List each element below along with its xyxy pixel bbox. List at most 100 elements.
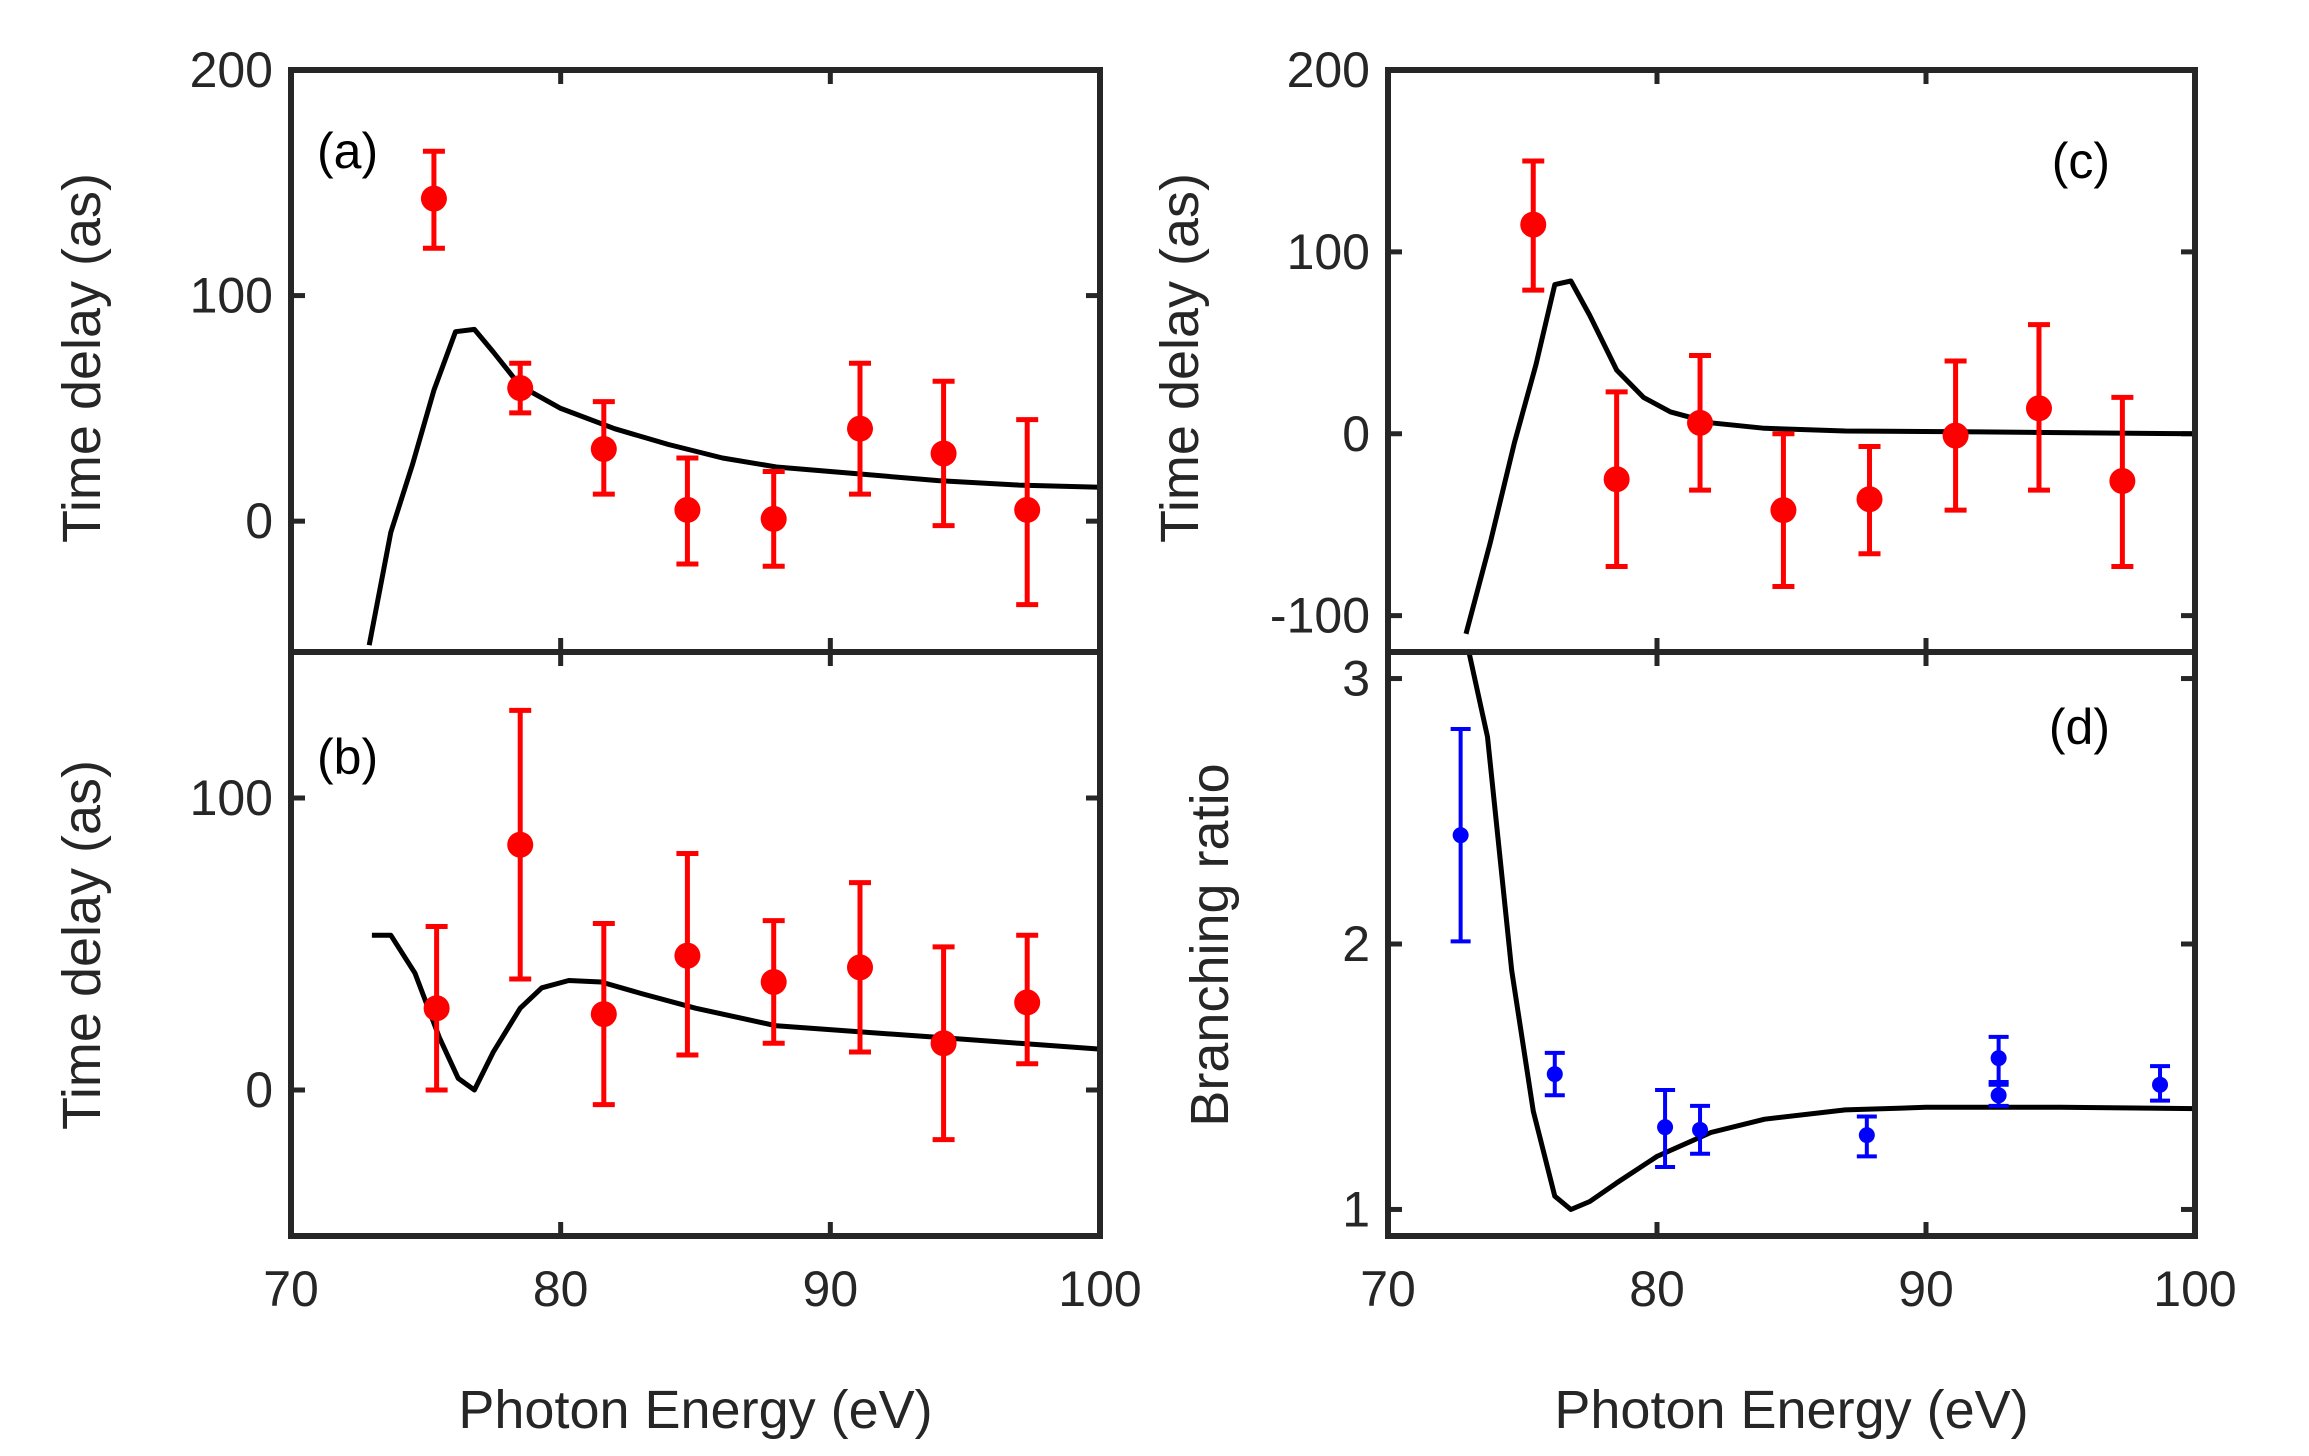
- data-point-group: [1988, 1082, 2009, 1108]
- y-tick-label: 0: [245, 493, 273, 549]
- data-point-group: [1988, 1034, 2009, 1085]
- data-point-group: [1450, 726, 1471, 944]
- data-point: [760, 968, 787, 995]
- data-point-group: [507, 707, 534, 982]
- data-point: [1520, 211, 1547, 238]
- data-point-group: [846, 360, 873, 497]
- axes-frame: [1385, 649, 2198, 1239]
- data-point-group: [590, 921, 617, 1108]
- panel-label: (d): [2049, 699, 2110, 755]
- data-point: [1687, 409, 1714, 436]
- theory-curve: [366, 326, 1100, 646]
- data-point-group: [1544, 1050, 1565, 1098]
- data-point: [760, 505, 787, 532]
- y-tick-label: 200: [1287, 42, 1370, 98]
- data-point: [423, 995, 450, 1022]
- y-tick-label: 0: [1342, 406, 1370, 462]
- y-tick-label: -100: [1270, 588, 1370, 644]
- y-tick-label: 200: [190, 42, 273, 98]
- data-point-group: [930, 944, 957, 1143]
- theory-curve: [1463, 278, 2195, 635]
- data-point: [674, 942, 701, 969]
- theory-curve: [371, 932, 1100, 1093]
- data-point-group: [1687, 353, 1714, 493]
- x-axis-label: Photon Energy (eV): [1554, 1380, 2028, 1440]
- panel-b: 70 80 90 100 0 100 (b) Time delay (as) Photon En…: [52, 649, 1142, 1440]
- y-tick-label: 2: [1342, 916, 1370, 972]
- data-point: [1014, 496, 1041, 523]
- data-point-group: [760, 469, 787, 569]
- data-point: [1856, 486, 1883, 513]
- panel-label: (c): [2052, 133, 2110, 189]
- data-point: [846, 415, 873, 442]
- data-point-group: [846, 880, 873, 1055]
- data-point-group: [1014, 932, 1041, 1067]
- data-point: [590, 1001, 617, 1028]
- data-point: [2025, 395, 2052, 422]
- data-point-group: [2150, 1064, 2171, 1103]
- y-tick-label: 0: [245, 1062, 273, 1118]
- data-point-group: [1942, 358, 1969, 513]
- data-point-group: [420, 148, 447, 251]
- data-point: [1603, 466, 1630, 493]
- y-tick-label: 100: [190, 268, 273, 324]
- data-point-group: [760, 918, 787, 1046]
- data-point-group: [1520, 158, 1547, 293]
- data-point-group: [1655, 1088, 1676, 1169]
- data-point: [590, 435, 617, 462]
- data-point-group: [930, 378, 957, 529]
- x-tick-label: 100: [1058, 1261, 1141, 1317]
- panel-label: (b): [317, 729, 378, 785]
- data-point: [1770, 497, 1797, 524]
- y-tick-label: 100: [1287, 224, 1370, 280]
- data-point: [420, 185, 447, 212]
- data-point-group: [2109, 394, 2136, 570]
- data-point: [674, 496, 701, 523]
- data-point: [846, 954, 873, 981]
- data-point-group: [674, 850, 701, 1058]
- data-point: [1657, 1119, 1674, 1136]
- data-point-group: [1690, 1103, 1711, 1156]
- data-point: [2109, 468, 2136, 495]
- data-point-group: [1603, 389, 1630, 570]
- x-axis-label: Photon Energy (eV): [458, 1380, 932, 1440]
- data-point: [1692, 1121, 1709, 1138]
- panel-d: 70 80 90 100 1 2 3 (d) Branching ratio Photon Ene…: [1180, 649, 2237, 1440]
- x-tick-label: 90: [803, 1261, 859, 1317]
- data-point: [1942, 422, 1969, 449]
- x-tick-label: 70: [1360, 1261, 1416, 1317]
- data-point-group: [674, 455, 701, 567]
- data-point: [1452, 827, 1469, 844]
- data-point: [930, 1030, 957, 1057]
- data-point: [1014, 989, 1041, 1016]
- panel-label: (a): [317, 123, 378, 179]
- axes-frame: [288, 649, 1103, 1239]
- data-point: [507, 831, 534, 858]
- data-point-group: [1014, 417, 1041, 608]
- x-tick-label: 90: [1898, 1261, 1954, 1317]
- data-point: [1990, 1087, 2007, 1104]
- theory-curve: [1466, 652, 2195, 1212]
- y-axis-label: Time delay (as): [1150, 173, 1210, 543]
- data-point-group: [2025, 322, 2052, 493]
- data-point-group: [1856, 443, 1883, 557]
- y-tick-label: 3: [1342, 651, 1370, 707]
- y-axis-label: Time delay (as): [52, 173, 112, 543]
- data-point: [930, 440, 957, 467]
- panel-c: -100 0 100 200 (c) Time delay (as): [1150, 42, 2198, 655]
- data-point: [507, 375, 534, 402]
- data-point-group: [1856, 1114, 1877, 1159]
- x-tick-label: 80: [533, 1261, 589, 1317]
- x-tick-label: 70: [263, 1261, 319, 1317]
- y-axis-label: Branching ratio: [1180, 763, 1240, 1126]
- data-point: [1546, 1066, 1563, 1083]
- y-axis-label: Time delay (as): [52, 760, 112, 1130]
- data-point-group: [590, 399, 617, 497]
- data-point-group: [423, 923, 450, 1093]
- data-point: [1858, 1127, 1875, 1144]
- x-tick-label: 80: [1629, 1261, 1685, 1317]
- data-point-group: [507, 360, 534, 416]
- y-tick-label: 100: [190, 770, 273, 826]
- panel-a: 0 100 200 (a) Time delay (as): [52, 42, 1103, 655]
